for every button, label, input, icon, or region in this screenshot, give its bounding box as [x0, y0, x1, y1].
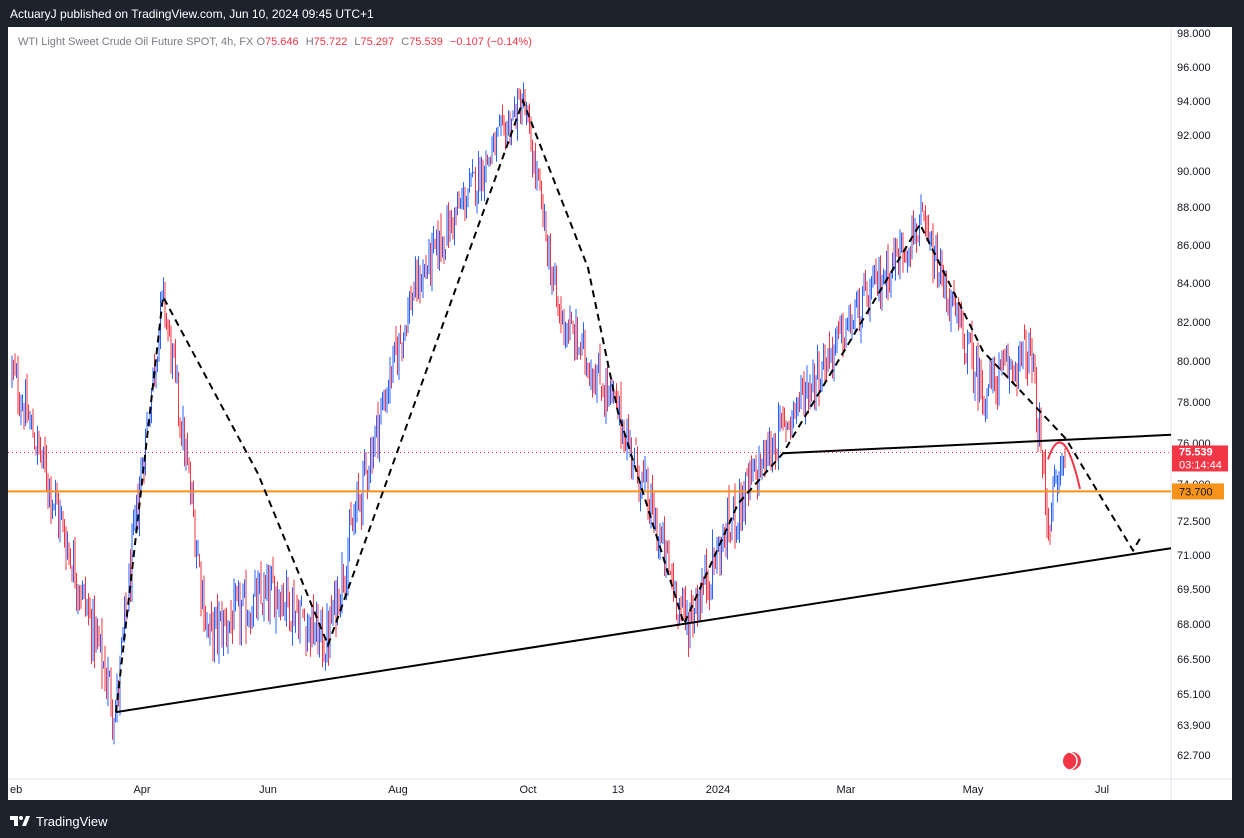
close-value: 75.539 — [409, 36, 443, 48]
y-tick-label: 80.000 — [1177, 356, 1211, 368]
x-tick-label: Aug — [388, 784, 408, 796]
y-tick-label: 98.000 — [1177, 28, 1211, 40]
y-tick-label: 88.000 — [1177, 202, 1211, 214]
last-price-label: 75.539 — [1179, 446, 1213, 458]
support-price-label: 73.700 — [1179, 486, 1213, 498]
x-tick-label: eb — [10, 784, 22, 796]
y-tick-label: 66.500 — [1177, 654, 1211, 666]
x-tick-label: 2024 — [706, 784, 730, 796]
footer-bar: TradingView — [0, 804, 1244, 838]
high-label: H — [305, 36, 314, 48]
high-value: 75.722 — [313, 36, 348, 48]
price-chart[interactable]: 98.000 96.000 94.000 92.000 90.000 88.000 86.0… — [8, 27, 1232, 800]
header-bar: ActuaryJ published on TradingView.com, J… — [0, 0, 1244, 28]
y-tick-label: 71.000 — [1177, 550, 1211, 562]
low-value: 75.297 — [360, 36, 395, 48]
y-tick-label: 84.000 — [1177, 278, 1211, 290]
symbol-label: WTI Light Sweet Crude Oil Future SPOT, 4… — [18, 36, 254, 48]
y-tick-label: 82.000 — [1177, 317, 1211, 329]
bearish-curve — [1047, 441, 1081, 490]
x-tick-label: 13 — [612, 784, 624, 796]
y-tick-label: 96.000 — [1177, 62, 1211, 74]
x-tick-label: Mar — [837, 784, 856, 796]
economic-event-icon — [1063, 752, 1081, 770]
tradingview-logo[interactable]: TradingView — [10, 814, 108, 829]
ascending-trendline — [115, 547, 1172, 714]
y-tick-label: 78.000 — [1177, 397, 1211, 409]
y-tick-label: 68.000 — [1177, 619, 1211, 631]
y-tick-label: 72.500 — [1177, 516, 1211, 528]
projection-zigzag — [115, 98, 1142, 713]
open-value: 75.646 — [265, 36, 299, 48]
y-tick-label: 69.500 — [1177, 584, 1211, 596]
y-tick-label: 92.000 — [1177, 130, 1211, 142]
x-tick-label: Apr — [133, 784, 150, 796]
close-label: C — [401, 36, 410, 48]
tradingview-logo-icon — [10, 816, 30, 826]
last-price-badge — [1172, 445, 1228, 472]
neckline — [782, 433, 1172, 455]
countdown-label: 03:14:44 — [1179, 459, 1222, 471]
candles-group — [11, 82, 1066, 745]
x-tick-label: Jun — [259, 784, 277, 796]
y-tick-label: 63.900 — [1177, 720, 1211, 732]
y-tick-label: 90.000 — [1177, 166, 1211, 178]
y-tick-label: 62.700 — [1177, 750, 1211, 762]
x-tick-label: Jul — [1095, 784, 1109, 796]
change-value: −0.107 (−0.14%) — [449, 36, 532, 48]
open-label: O — [256, 36, 265, 48]
economic-event-icon-ring — [1058, 751, 1078, 771]
x-tick-label: Oct — [519, 784, 536, 796]
y-tick-label: 65.100 — [1177, 689, 1211, 701]
support-price-badge — [1172, 483, 1224, 500]
tradingview-brand: TradingView — [36, 813, 108, 829]
x-tick-label: May — [963, 784, 984, 796]
y-tick-label: 94.000 — [1177, 96, 1211, 108]
chart-legend: WTI Light Sweet Crude Oil Future SPOT, 4… — [18, 36, 536, 48]
y-tick-label: 86.000 — [1177, 240, 1211, 252]
published-text: ActuaryJ published on TradingView.com, J… — [10, 7, 374, 21]
low-label: L — [354, 36, 361, 48]
